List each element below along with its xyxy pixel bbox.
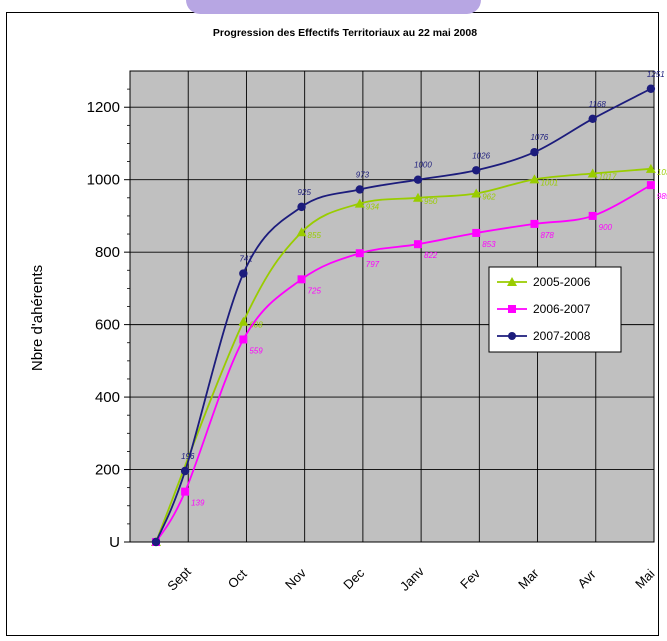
data-label: 1030 [657,168,667,177]
data-point [646,181,655,190]
data-point [530,219,539,228]
data-point [472,228,481,237]
series-line-2005-2006 [155,167,651,543]
x-tick-label: Mai [632,566,657,591]
data-label: 1251 [647,70,665,79]
data-point [587,168,598,178]
data-label: 934 [366,203,380,212]
data-point [471,188,482,198]
data-point [297,275,306,284]
chart-title: Progression des Effectifs Territoriaux a… [213,27,477,39]
x-tick-label: Avr [574,566,599,591]
data-point [297,202,306,212]
data-label: 925 [298,188,312,197]
data-point [239,269,248,278]
data-point [530,147,539,157]
data-point [529,174,540,184]
x-tick-label: Nov [282,565,309,592]
y-tick-label: 1200 [87,99,120,116]
data-label: 741 [239,255,252,264]
data-label: 985 [657,192,667,201]
data-label: 559 [249,346,263,355]
data-label: 1017 [599,173,617,182]
data-label: 1000 [414,161,432,170]
data-label: 878 [540,231,554,240]
data-point [181,487,190,496]
legend: 2005-2006 2006-2007 2007-2008 [488,266,622,353]
data-label: 1001 [540,178,558,187]
data-label: 950 [424,197,438,206]
legend-label: 2006-2007 [533,302,591,316]
data-point [413,192,423,202]
data-label: 1026 [472,151,490,160]
data-point [151,537,161,547]
y-axis-label: Nbre d'ahérents [29,265,46,371]
data-point [180,466,190,476]
data-point [414,240,422,249]
data-label: 797 [366,260,380,269]
data-point [355,185,364,194]
data-point [588,114,597,124]
data-label: 822 [424,251,438,260]
data-label: 1076 [530,133,548,142]
data-point [238,316,249,326]
data-label: 962 [482,192,496,201]
data-label: 196 [181,452,195,461]
data-point [588,211,597,220]
y-tick-label: 400 [95,389,120,406]
legend-label: 2005-2006 [533,275,591,289]
data-point [472,166,481,175]
data-point [645,163,656,173]
y-tick-label: U [109,534,120,551]
data-label: 973 [356,170,370,179]
x-tick-label: Fev [457,565,483,591]
data-label: 139 [191,499,205,508]
x-tick-label: Oct [225,566,250,591]
data-point [413,175,423,184]
data-label: 853 [482,240,496,249]
legend-marker [508,305,516,313]
data-label: 900 [599,223,613,232]
data-point [646,84,656,93]
y-tick-label: 600 [95,317,120,334]
decorative-band [186,0,481,14]
y-tick-label: 200 [95,462,120,479]
data-label: 608 [249,321,263,330]
x-tick-label: Mar [515,565,542,592]
legend-label: 2007-2008 [533,329,591,343]
data-point [355,249,364,258]
x-tick-label: Dec [340,565,367,592]
x-tick-label: Sept [164,564,194,594]
x-tick-label: Janv [397,563,427,593]
data-label: 1168 [589,100,607,109]
data-label: 725 [308,286,322,295]
legend-marker [508,332,516,340]
data-label: 855 [308,231,322,240]
data-point [239,335,248,344]
y-tick-label: 800 [95,244,120,261]
legend-marker [507,277,517,286]
y-tick-label: 1000 [87,172,120,189]
data-point [296,227,307,237]
data-point [354,198,365,208]
